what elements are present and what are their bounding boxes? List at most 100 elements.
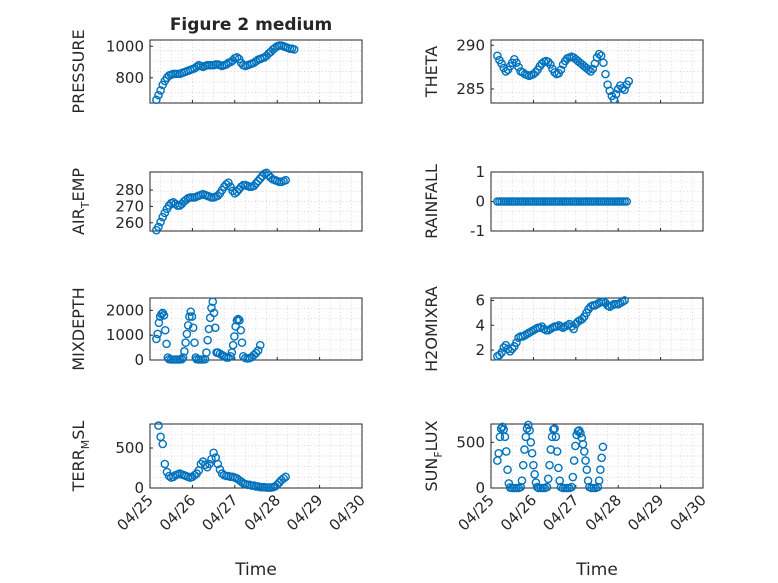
data-point xyxy=(159,311,169,320)
data-point xyxy=(543,474,553,484)
ytick-label: 1000 xyxy=(106,326,144,344)
data-point xyxy=(524,420,533,430)
data-point xyxy=(233,314,243,324)
xtick-label: 04/26 xyxy=(156,491,199,534)
grid-air_temp xyxy=(149,172,363,231)
data-point xyxy=(586,67,595,76)
panel-rainfall: -1 0 1 RAINFALL xyxy=(422,163,704,240)
ytick-label: 270 xyxy=(115,197,144,215)
data-point xyxy=(200,460,210,470)
data-point xyxy=(187,312,197,321)
ylabel-subscript: T xyxy=(79,201,92,209)
data-point xyxy=(556,65,566,75)
panel-pressure: 800 1000 PRESSURE xyxy=(69,29,363,114)
data-point xyxy=(551,432,561,442)
data-point xyxy=(512,338,521,347)
data-point xyxy=(521,432,531,442)
data-point xyxy=(494,448,503,458)
data-point xyxy=(249,181,259,191)
xtick-label: 04/28 xyxy=(582,491,625,534)
data-point xyxy=(279,474,288,483)
data-point xyxy=(188,323,198,333)
data-point xyxy=(584,65,593,75)
data-point xyxy=(550,424,559,433)
data-point xyxy=(520,445,529,454)
ytick-label: 285 xyxy=(456,80,485,98)
ytick-label: 0 xyxy=(475,479,485,497)
ylabel-h2omixra: H2OMIXRA xyxy=(422,286,441,372)
grid-rainfall xyxy=(490,172,704,231)
ylabel-terr_msl: TERRMSL xyxy=(69,421,92,493)
ytick-label: 290 xyxy=(456,36,485,54)
data-point xyxy=(232,187,242,196)
xtick-label: 04/30 xyxy=(326,491,369,534)
panel-h2omixra: 2 4 6 H2OMIXRA xyxy=(422,286,704,372)
data-point xyxy=(281,175,290,185)
data-point xyxy=(512,58,521,68)
data-point xyxy=(529,460,538,470)
xlabel-terr_msl: Time xyxy=(234,560,277,580)
data-point xyxy=(255,340,265,350)
data-point xyxy=(503,465,512,475)
figure-title: Figure 2 medium xyxy=(170,15,332,35)
ytick-label: 1 xyxy=(475,163,485,181)
data-point xyxy=(180,347,189,356)
axes-frame xyxy=(490,39,704,104)
data-point xyxy=(495,432,505,442)
data-point xyxy=(272,480,282,490)
panel-theta: 285 290 THETA xyxy=(422,36,704,104)
data-point xyxy=(567,322,576,331)
data-point xyxy=(253,176,263,186)
data-point xyxy=(177,354,187,364)
data-point xyxy=(222,60,231,69)
data-point xyxy=(209,448,218,458)
data-point xyxy=(232,316,242,325)
data-point xyxy=(616,81,625,90)
data-point xyxy=(226,351,235,361)
data-point xyxy=(579,447,589,456)
data-point xyxy=(154,222,163,232)
data-point xyxy=(597,453,606,463)
data-point xyxy=(249,350,259,360)
data-point xyxy=(624,76,634,86)
data-point xyxy=(190,338,199,347)
data-point xyxy=(599,58,608,68)
data-point xyxy=(605,86,615,96)
ytick-label: 260 xyxy=(115,214,144,232)
data-point xyxy=(178,353,188,362)
data-point xyxy=(152,334,161,344)
ytick-label: 2 xyxy=(475,341,485,359)
xtick-label: 04/30 xyxy=(667,491,710,534)
data-point xyxy=(594,49,604,59)
data-point xyxy=(190,470,199,480)
data-point xyxy=(207,303,216,313)
data-point xyxy=(154,421,163,430)
xlabel-sun_flux: Time xyxy=(575,560,618,580)
data-point xyxy=(517,476,527,485)
data-point xyxy=(529,69,538,79)
data-point xyxy=(598,442,608,452)
panel-terr_msl: 0 500 04/25 04/26 04/27 04/28 04/29 04/30 TERRMS… xyxy=(69,421,369,580)
data-point xyxy=(183,320,193,330)
data-point xyxy=(158,212,168,222)
data-point xyxy=(531,68,540,77)
ylabel-sun_flux: SUNFLUX xyxy=(422,420,445,491)
ylabel-tail: EMP xyxy=(69,168,88,202)
data-point xyxy=(552,447,562,456)
ylabel-main: SUN xyxy=(422,458,441,492)
data-point xyxy=(530,469,539,479)
data-point xyxy=(620,296,629,305)
series-pressure xyxy=(152,41,299,105)
data-point xyxy=(535,61,545,71)
data-point xyxy=(611,89,621,99)
data-point xyxy=(222,179,231,189)
series-terr_msl xyxy=(154,421,290,492)
ytick-label: 500 xyxy=(456,433,485,451)
data-point xyxy=(153,329,162,339)
ytick-label: 4 xyxy=(475,316,485,334)
data-point xyxy=(594,476,604,485)
data-point xyxy=(164,471,174,481)
ylabel-rainfall: RAINFALL xyxy=(422,164,441,239)
data-point xyxy=(497,59,506,68)
